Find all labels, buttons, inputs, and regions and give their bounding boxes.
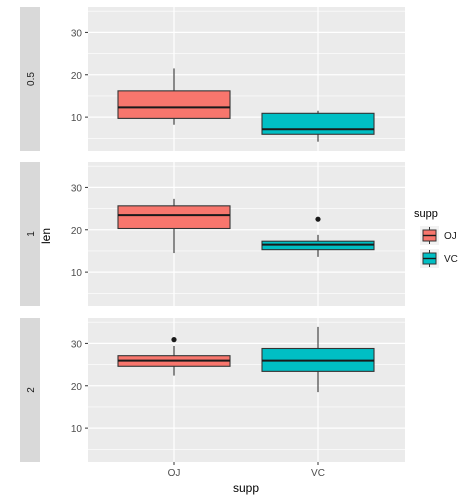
y-tick-label: 20: [71, 382, 83, 393]
y-tick-label: 30: [71, 339, 83, 350]
box-vc: [261, 216, 375, 257]
x-axis-title: supp: [233, 481, 259, 495]
y-tick-label: 20: [71, 226, 83, 237]
legend: supp OJ VC: [414, 208, 458, 268]
legend-key-oj: OJ: [420, 226, 457, 245]
box-vc: [261, 110, 375, 142]
facet-panel-2: 10 20 30 2: [20, 318, 405, 462]
x-tick-label: VC: [311, 468, 325, 479]
box-body: [117, 205, 231, 230]
y-tick-label: 10: [71, 424, 83, 435]
y-tick-label: 30: [71, 28, 83, 39]
legend-key-vc: VC: [420, 249, 458, 268]
facet-strip-label: 2: [26, 387, 37, 393]
outlier-point: [315, 216, 321, 222]
y-axis-title: len: [39, 228, 53, 244]
box-oj: [117, 68, 231, 125]
box-body: [261, 112, 375, 135]
facet-panel-0.5: 10 20 30 0.5: [20, 7, 405, 151]
facet-strip: [20, 318, 40, 462]
box-oj: [117, 198, 231, 254]
box-body: [117, 90, 231, 119]
facet-strip-label: 1: [26, 231, 37, 237]
facet-panels: 10 20 30 0.5 10 20 30 1 10 20 30 2 OJ VC: [20, 7, 405, 479]
x-tick-label: OJ: [168, 468, 181, 479]
facet-strip-label: 0.5: [26, 72, 37, 86]
box-vc: [261, 326, 375, 393]
y-tick-label: 20: [71, 71, 83, 82]
panel-background: [88, 318, 405, 462]
facet-strip: [20, 7, 40, 151]
box-oj: [117, 337, 231, 376]
facet-strip: [20, 162, 40, 306]
x-axis: OJ VC: [168, 462, 325, 479]
legend-label: VC: [444, 254, 458, 265]
y-tick-label: 10: [71, 268, 83, 279]
y-tick-label: 10: [71, 113, 83, 124]
legend-title: supp: [414, 208, 438, 220]
legend-label: OJ: [444, 231, 457, 242]
y-tick-label: 30: [71, 183, 83, 194]
panel-background: [88, 162, 405, 306]
outlier-point: [171, 337, 177, 343]
facet-panel-1: 10 20 30 1: [20, 162, 405, 306]
